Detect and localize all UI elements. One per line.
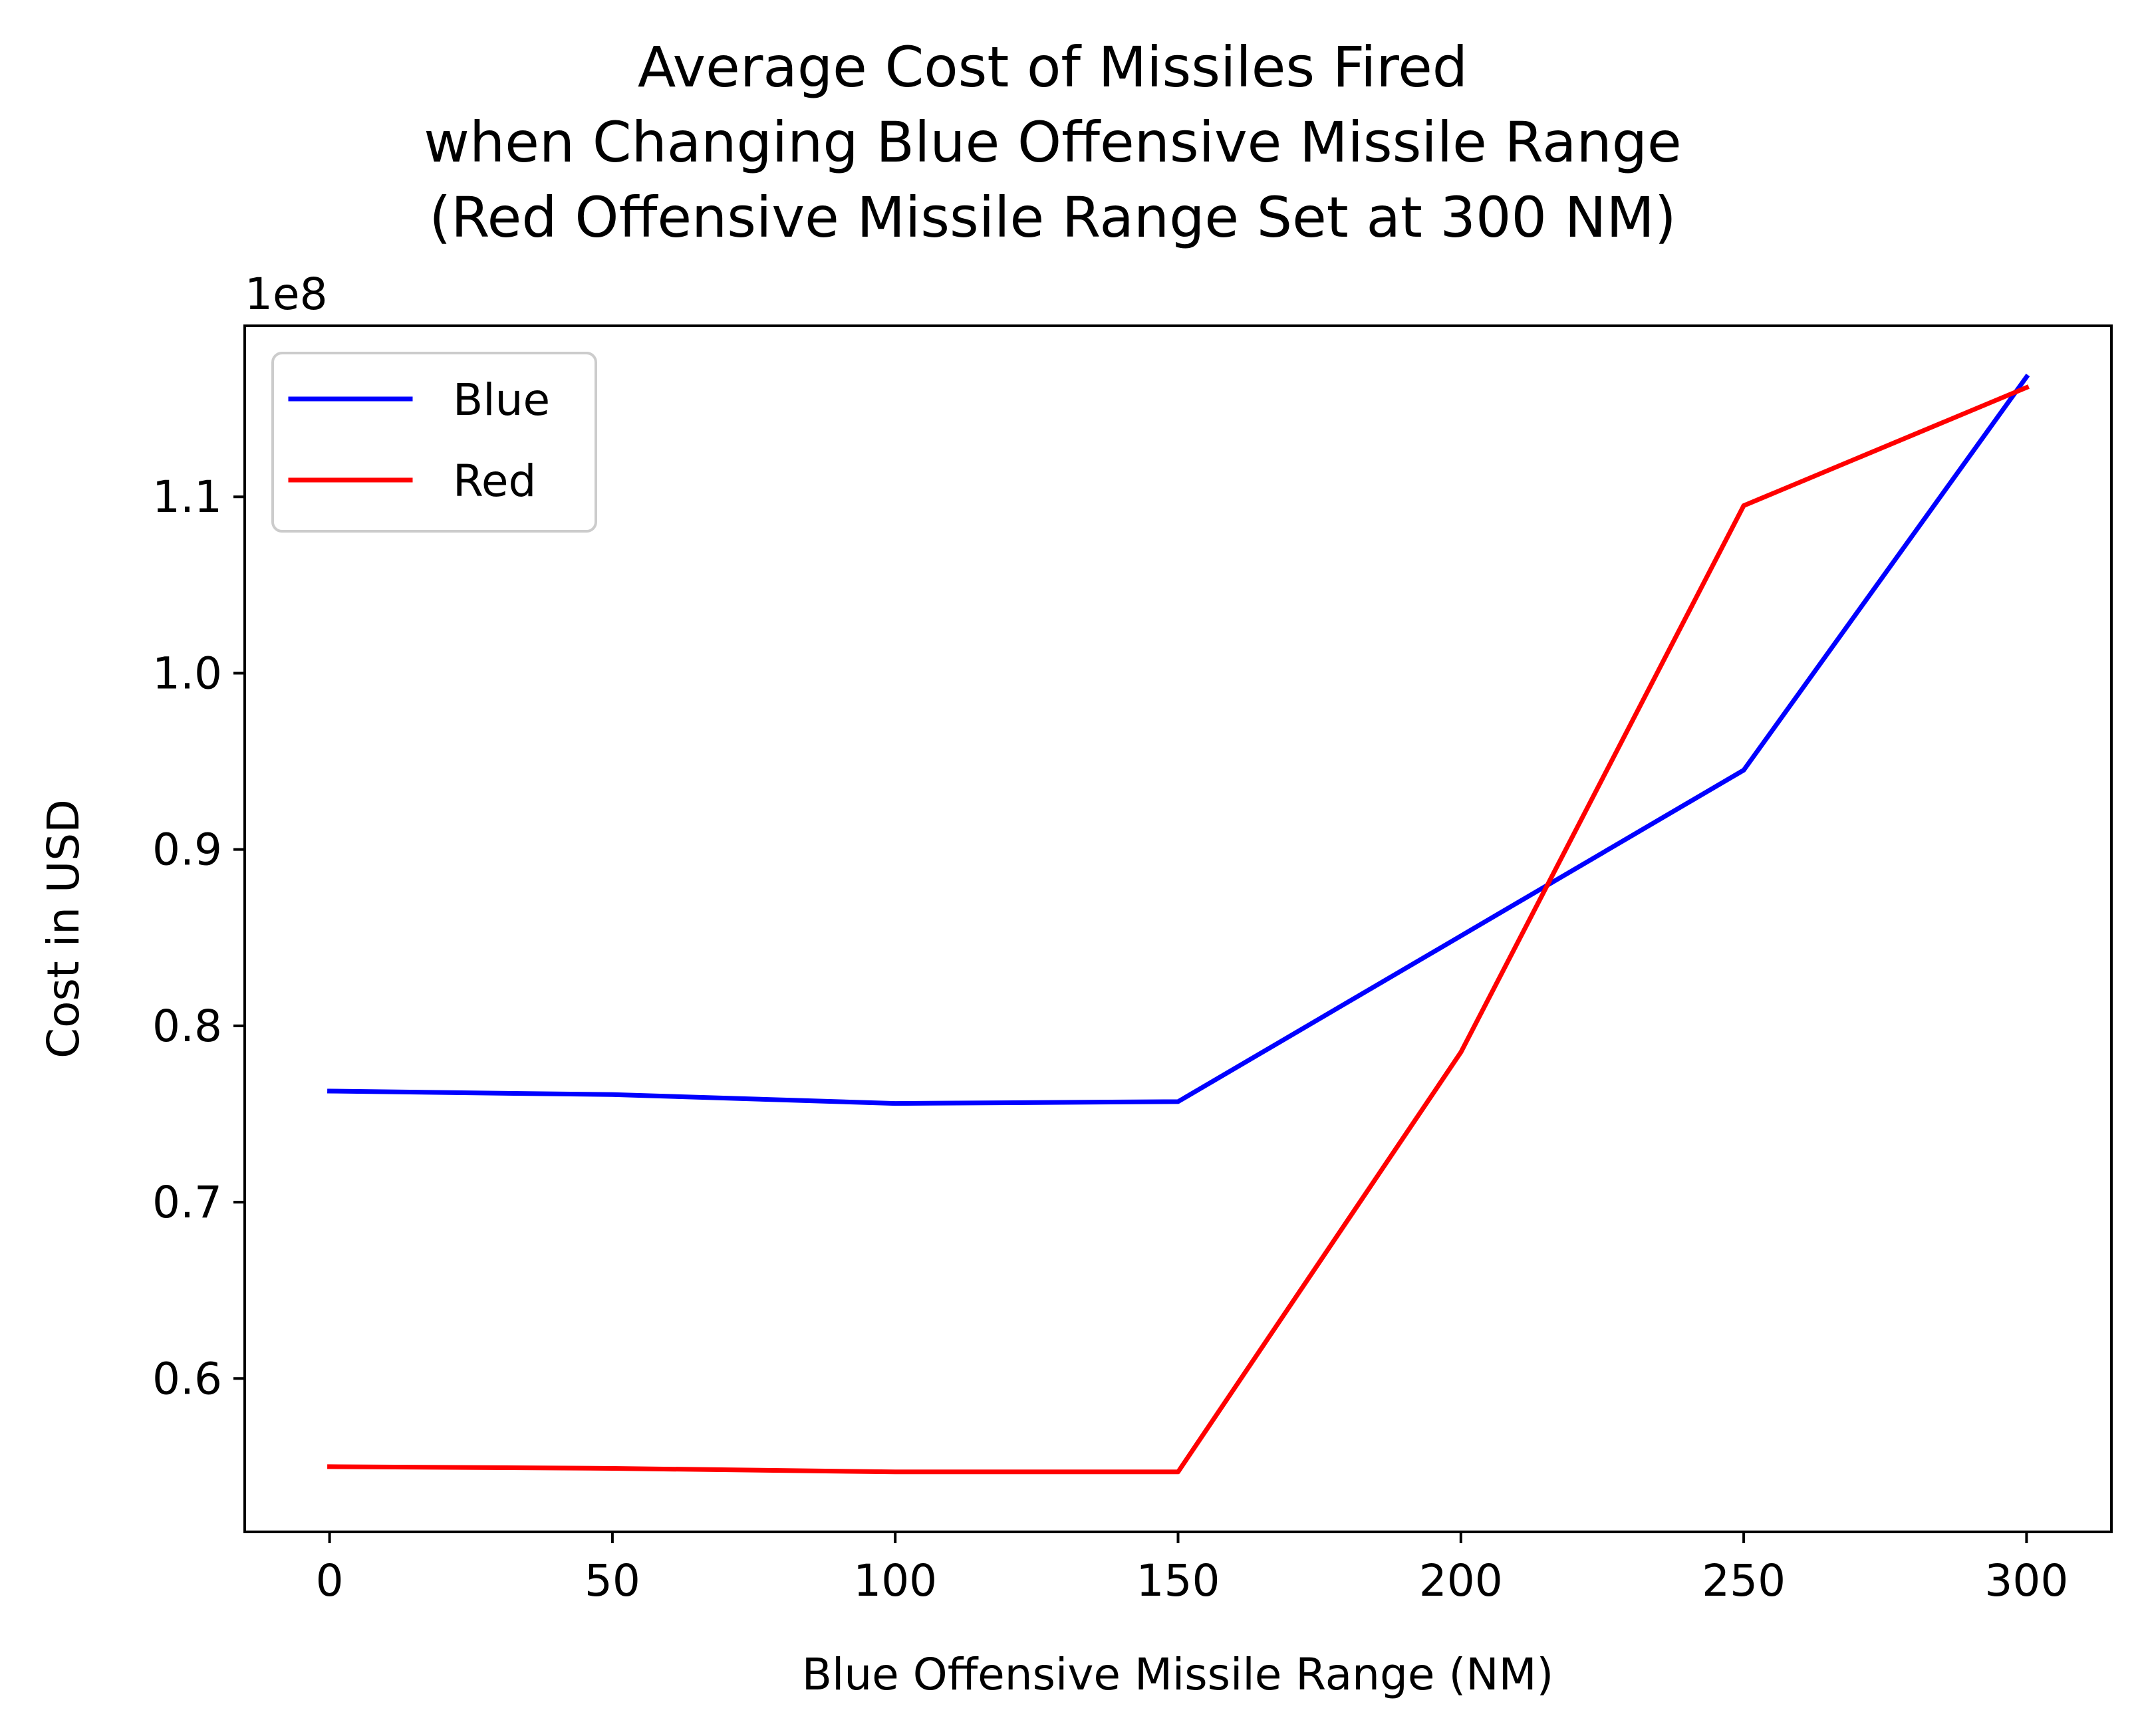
series-line-blue [327,374,2030,1106]
x-tick-label: 300 [1984,1555,2068,1606]
x-tick-label: 0 [316,1555,344,1606]
y-tick-label: 1.1 [152,471,222,523]
x-tick-label: 150 [1136,1555,1220,1606]
legend-label-red: Red [453,455,536,507]
y-tick-label: 0.9 [152,824,222,876]
chart-title-line-2: when Changing Blue Offensive Missile Ran… [424,110,1681,175]
legend: Blue Red [271,352,597,533]
y-tick-label: 0.8 [152,1001,222,1052]
x-tick-label: 200 [1419,1555,1503,1606]
y-tick-label: 0.7 [152,1177,222,1228]
x-tick-label: 250 [1702,1555,1786,1606]
y-axis-label: Cost in USD [38,799,89,1058]
chart-title: Average Cost of Missiles Fired when Chan… [424,35,1681,250]
y-axis-ticks: 0.6 0.7 0.8 0.9 1.0 1.1 [152,471,245,1404]
y-axis-offset-label: 1e8 [245,269,328,320]
y-tick-label: 1.0 [152,648,222,699]
x-axis-ticks: 0 50 100 150 200 250 300 [316,1532,2068,1606]
legend-label-blue: Blue [453,374,550,426]
chart-title-line-1: Average Cost of Missiles Fired [638,35,1468,100]
series-line-red [327,384,2030,1475]
y-tick-label: 0.6 [152,1353,222,1404]
x-tick-label: 100 [853,1555,937,1606]
x-axis-label: Blue Offensive Missile Range (NM) [802,1649,1554,1700]
x-tick-label: 50 [585,1555,640,1606]
chart-title-line-3: (Red Offensive Missile Range Set at 300 … [429,185,1676,250]
plot-lines [327,374,2030,1475]
